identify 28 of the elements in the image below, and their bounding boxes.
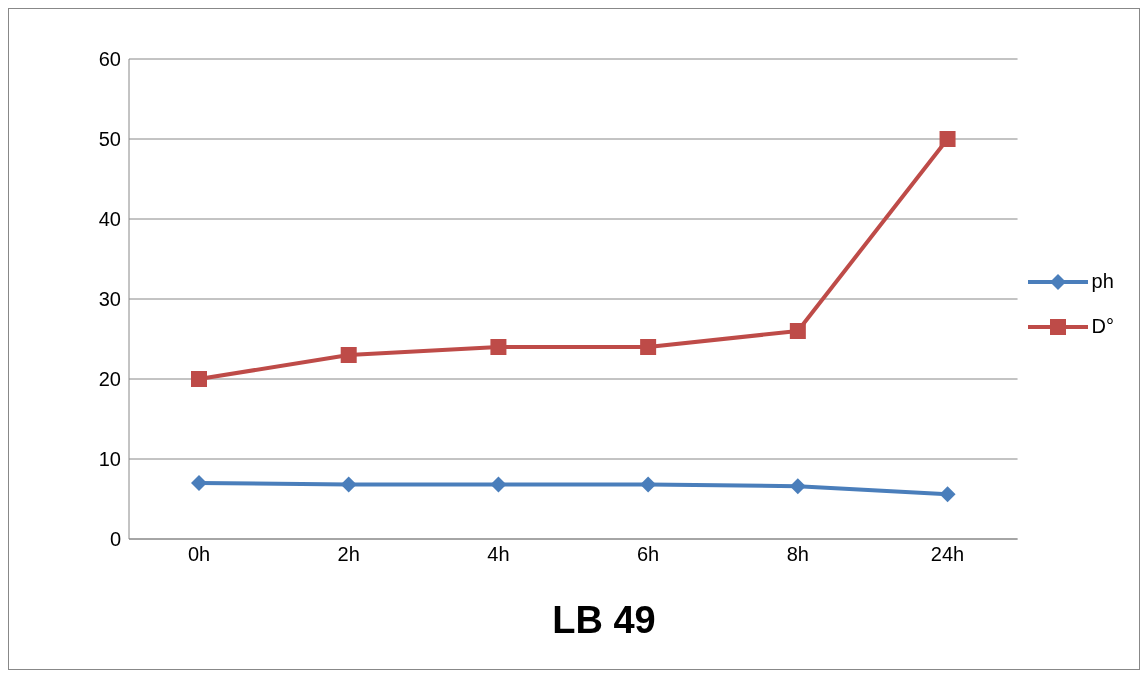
x-tick-label: 6h (637, 543, 660, 566)
point (191, 475, 207, 491)
x-tick-label: 24h (930, 543, 965, 566)
legend-label: D° (1091, 315, 1114, 338)
y-tick-label: 40 (98, 208, 121, 231)
point (640, 476, 657, 493)
x-tick-label: 2h (337, 543, 360, 566)
x-tick-label: 8h (786, 543, 809, 566)
y-tick-label: 0 (109, 528, 121, 551)
y-tick-label: 50 (98, 128, 121, 151)
x-tick-label: 4h (487, 543, 510, 566)
point (340, 476, 357, 493)
point (939, 486, 956, 503)
point (490, 476, 507, 493)
legend-label: ph (1091, 270, 1114, 293)
x-tick-label: 0h (187, 543, 211, 566)
point (340, 347, 357, 363)
y-tick-label: 60 (98, 48, 121, 71)
point (939, 131, 956, 147)
y-tick-label: 10 (98, 448, 121, 471)
point (789, 323, 806, 339)
point (490, 339, 507, 355)
point (191, 371, 207, 387)
point (789, 478, 806, 495)
point (640, 339, 657, 355)
y-tick-label: 20 (98, 368, 121, 391)
y-tick-label: 30 (98, 288, 121, 311)
text: LB 49 (551, 599, 657, 642)
